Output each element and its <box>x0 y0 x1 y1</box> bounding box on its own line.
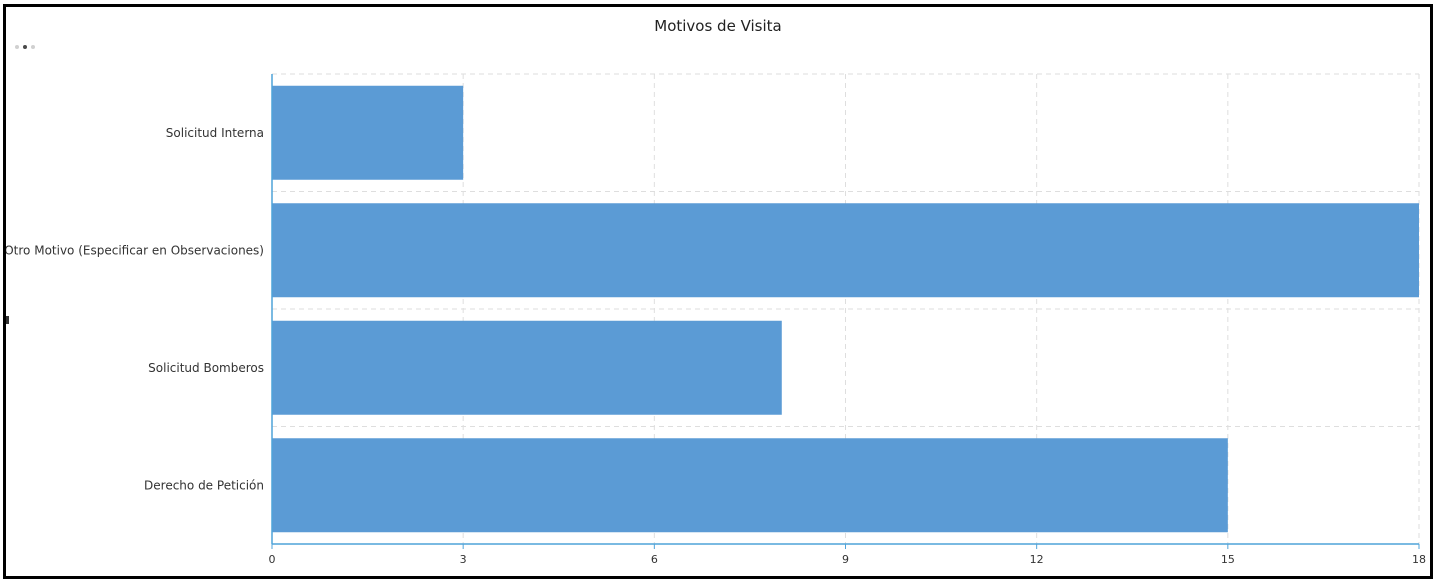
x-tick-label: 3 <box>460 553 467 566</box>
bar[interactable] <box>272 203 1419 298</box>
bar[interactable] <box>272 320 782 415</box>
category-label: Solicitud Bomberos <box>148 361 264 375</box>
category-label: Derecho de Petición <box>144 478 264 492</box>
x-tick-label: 6 <box>651 553 658 566</box>
dot-icon <box>31 45 35 49</box>
bar-chart: Solicitud Interna Otro Motivo (Especifica… <box>6 73 1426 566</box>
x-tick-label: 15 <box>1221 553 1235 566</box>
x-tick-label: 18 <box>1412 553 1426 566</box>
chart-frame: Motivos de Visita Solicitud Interna Otro … <box>3 4 1433 579</box>
bar[interactable] <box>272 438 1228 533</box>
resize-handle[interactable] <box>6 316 9 324</box>
x-tick-label: 12 <box>1030 553 1044 566</box>
category-label: Solicitud Interna <box>166 126 264 140</box>
bar[interactable] <box>272 85 464 180</box>
more-options-icon[interactable] <box>15 43 35 51</box>
x-tick-label: 0 <box>269 553 276 566</box>
chart-title: Motivos de Visita <box>654 17 782 35</box>
dot-icon <box>15 45 19 49</box>
x-tick-label: 9 <box>842 553 849 566</box>
dot-icon <box>23 45 27 49</box>
category-label: Otro Motivo (Especificar en Observacione… <box>6 243 264 257</box>
